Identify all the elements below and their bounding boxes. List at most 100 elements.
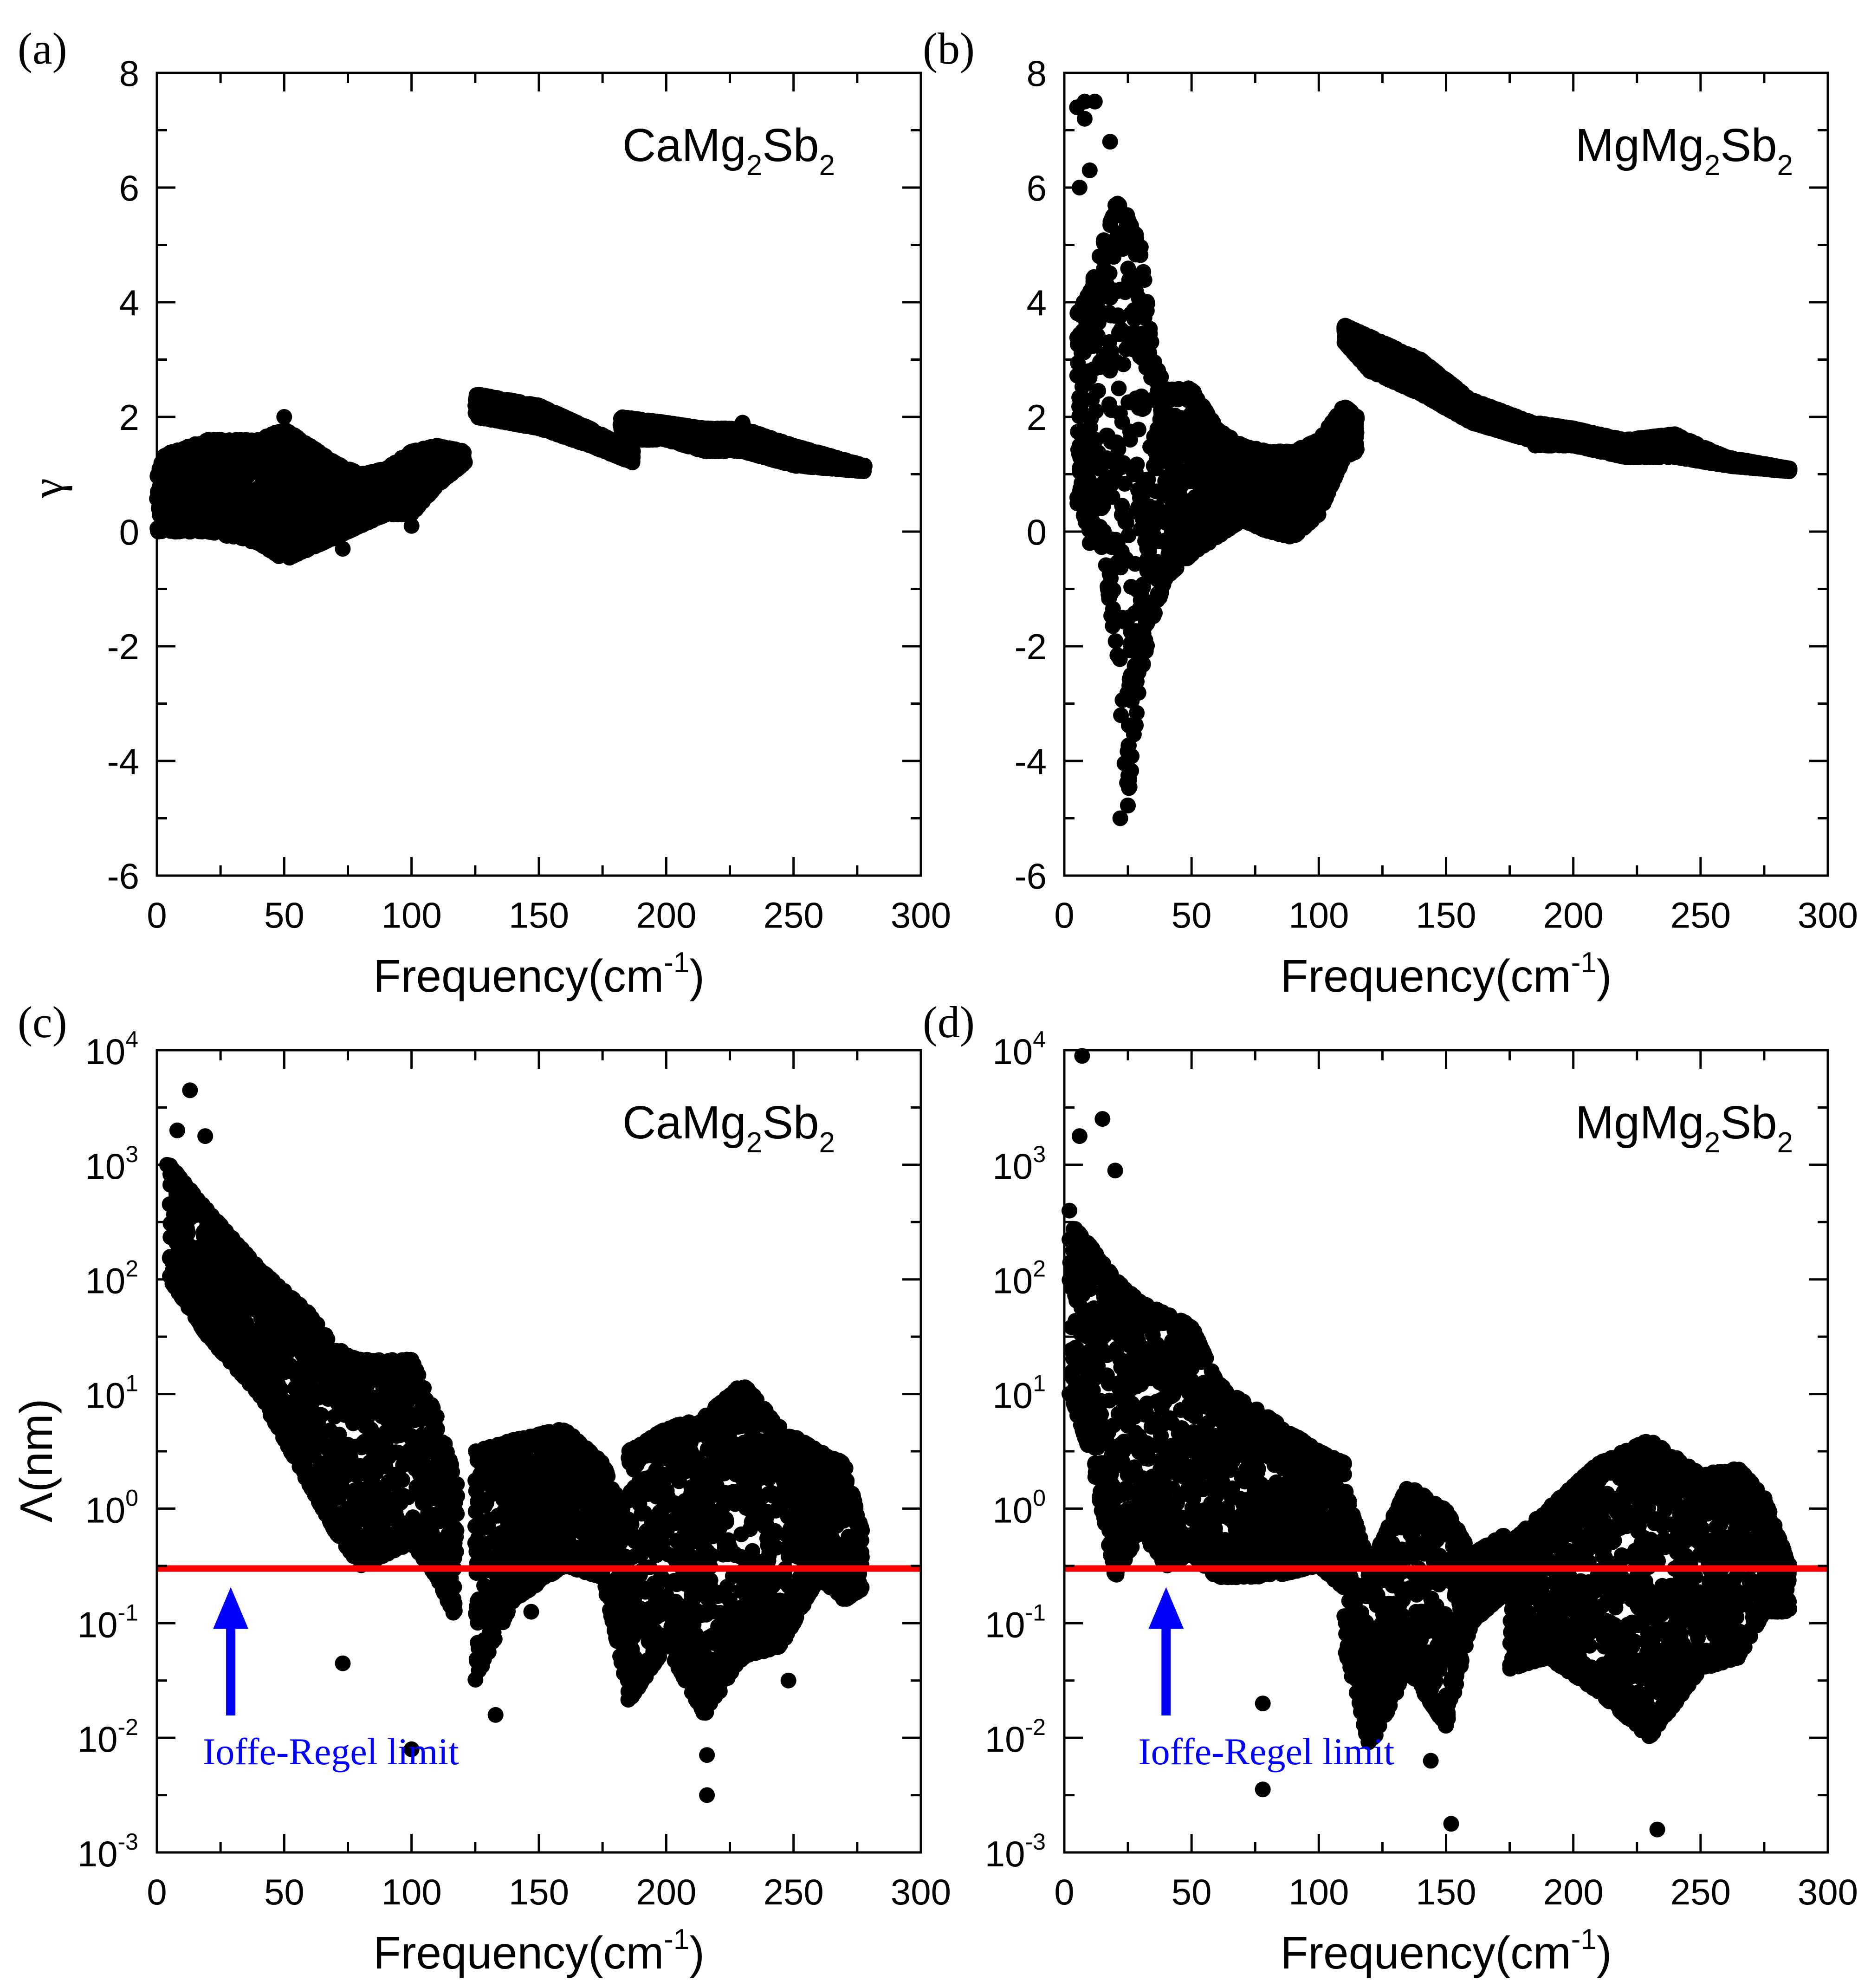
data-points: [1069, 93, 1798, 826]
data-point: [541, 402, 557, 418]
data-point: [324, 453, 340, 469]
data-point: [379, 494, 395, 510]
data-point: [335, 541, 351, 557]
data-point: [260, 505, 276, 521]
data-point: [337, 520, 353, 536]
data-point: [1109, 647, 1126, 663]
data-point: [155, 494, 171, 510]
data-point: [549, 424, 565, 441]
data-point: [337, 497, 353, 513]
data-point: [172, 444, 188, 460]
data-point: [844, 455, 860, 471]
data-point: [189, 467, 205, 483]
panel-a: 0 50 100 150 200 250 300 -6 -4 -2 0 2 4 6 8 Frequency(c…: [18, 24, 951, 1001]
y-tick-label: 6: [119, 168, 139, 208]
data-points: [149, 387, 873, 566]
data-point: [734, 415, 751, 431]
x-tick-label: 200: [636, 895, 696, 936]
data-point: [272, 455, 288, 471]
data-point: [534, 418, 550, 435]
data-point: [186, 437, 202, 453]
y-tick-label: 2: [119, 397, 139, 438]
compound-label: CaMg2Sb2: [622, 119, 835, 182]
data-point: [342, 472, 358, 488]
data-point: [473, 406, 490, 422]
data-point: [260, 472, 277, 488]
x-axis-label-text: Frequency(cm: [373, 950, 664, 1001]
data-point: [788, 458, 804, 474]
data-point: [443, 448, 459, 464]
data-point: [229, 525, 246, 541]
data-point: [1103, 558, 1119, 574]
data-point: [270, 525, 286, 541]
data-point: [1117, 476, 1133, 492]
data-point: [275, 539, 291, 556]
data-point: [280, 505, 296, 521]
data-point: [241, 439, 257, 455]
compound-sub: 2: [819, 149, 835, 182]
data-point: [296, 522, 312, 538]
data-point: [736, 443, 752, 460]
data-point: [246, 533, 263, 548]
data-point: [276, 409, 292, 425]
x-tick-label: 150: [509, 895, 569, 936]
data-point: [233, 465, 249, 481]
data-point: [628, 431, 645, 447]
data-point: [575, 417, 591, 434]
x-tick-label: 250: [764, 895, 824, 936]
data-point: [315, 469, 331, 485]
x-axis-label: Frequency(cm-1): [373, 947, 705, 1001]
data-point: [356, 506, 372, 522]
y-tick-label: -2: [107, 626, 139, 667]
data-point: [404, 493, 421, 509]
data-point: [258, 487, 274, 503]
x-tick-label: 50: [264, 895, 304, 936]
data-point: [375, 476, 391, 493]
data-point: [759, 441, 776, 456]
data-point: [508, 399, 524, 415]
data-point: [156, 455, 173, 471]
data-point: [520, 413, 536, 429]
panel-tag: (a): [18, 24, 67, 73]
y-axis-label: γ: [23, 478, 72, 498]
data-point: [215, 511, 232, 527]
data-point: [678, 418, 694, 435]
data-point: [231, 479, 247, 495]
data-point: [621, 414, 637, 430]
data-point: [490, 403, 506, 419]
data-point: [357, 468, 373, 484]
data-point: [395, 461, 411, 477]
y-tick-label: 0: [119, 512, 139, 552]
y-tick-label: 8: [119, 53, 139, 94]
x-tick-label: 0: [147, 895, 167, 936]
y-tick-label: -6: [107, 856, 139, 897]
data-point: [311, 443, 327, 460]
data-point: [208, 442, 224, 459]
data-point: [666, 434, 682, 449]
data-point: [587, 433, 603, 449]
data-point: [428, 438, 445, 454]
data-point: [782, 436, 798, 453]
compound-mid: Sb: [762, 119, 819, 171]
y-tick-label: -4: [107, 741, 139, 782]
data-point: [423, 459, 440, 475]
x-tick-label: 300: [891, 895, 951, 936]
data-point: [708, 430, 724, 446]
data-point: [1103, 402, 1120, 418]
x-axis-label-close: ): [689, 950, 705, 1001]
data-point: [279, 432, 295, 448]
data-point: [297, 435, 313, 451]
data-point: [174, 495, 190, 511]
data-point: [248, 519, 265, 535]
data-point: [812, 445, 829, 461]
data-point: [190, 520, 206, 536]
compound-sub: 2: [746, 149, 762, 182]
data-point: [687, 431, 704, 447]
data-point: [403, 518, 420, 534]
data-point: [288, 473, 304, 489]
data-point: [623, 445, 640, 461]
y-tick-label: 4: [119, 282, 139, 323]
x-tick-label: 100: [382, 895, 442, 936]
data-point: [358, 492, 375, 508]
